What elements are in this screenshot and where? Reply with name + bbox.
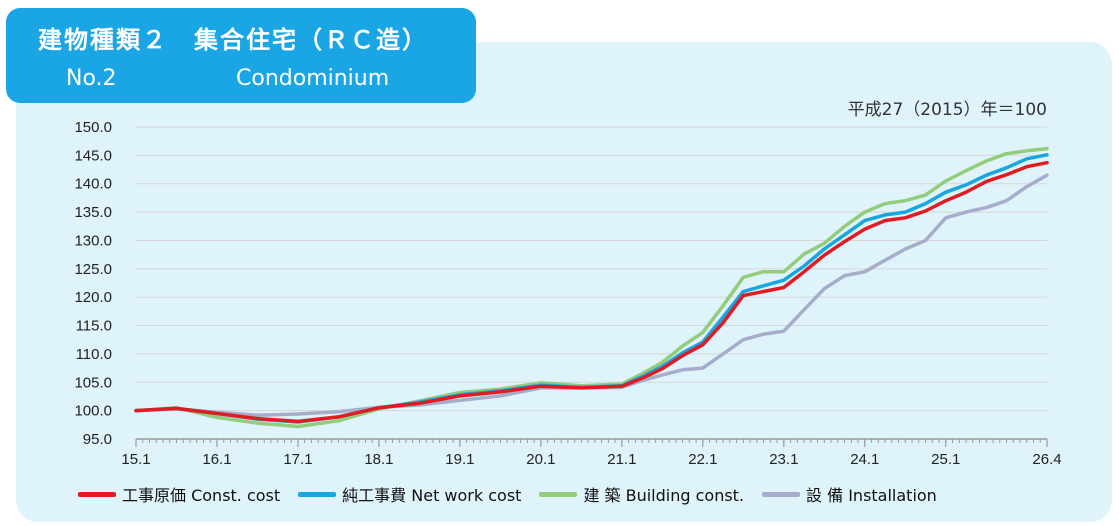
legend-label-network: 純工事費 Net work cost (342, 486, 522, 505)
y-tick-label: 105.0 (74, 374, 112, 391)
chart-subtitle-row: No.2 Condominium (66, 66, 389, 91)
chart-title-jp: 建物種類２ 集合住宅（ＲＣ造） (38, 26, 428, 54)
base-year-note: 平成27（2015）年＝100 (847, 100, 1047, 120)
y-tick-label: 125.0 (74, 261, 112, 278)
y-tick-label: 140.0 (74, 176, 112, 193)
y-tick-label: 100.0 (74, 403, 112, 420)
legend-swatch-building (539, 491, 578, 497)
legend-item-network: 純工事費 Net work cost (298, 482, 521, 506)
legend-item-construction: 工事原価 Const. cost (78, 482, 280, 506)
legend-item-installation: 設 備 Installation (762, 482, 937, 506)
legend-label-construction: 工事原価 Const. cost (122, 486, 281, 505)
y-tick-label: 145.0 (74, 147, 112, 164)
title-box: 建物種類２ 集合住宅（ＲＣ造） No.2 Condominium (6, 8, 476, 103)
x-tick-label: 20.1 (526, 451, 555, 468)
legend-swatch-installation (762, 491, 801, 497)
legend-swatch-construction (78, 491, 116, 497)
x-tick-label: 24.1 (850, 451, 879, 468)
y-tick-label: 95.0 (83, 431, 112, 448)
legend-item-building: 建 築 Building const. (539, 482, 744, 506)
x-tick-label: 16.1 (202, 451, 231, 468)
x-tick-label: 17.1 (283, 451, 312, 468)
legend-label-building: 建 築 Building const. (583, 486, 745, 505)
chart-number: No.2 (66, 66, 117, 91)
y-tick-label: 135.0 (74, 204, 112, 221)
x-tick-label: 25.1 (931, 451, 960, 468)
x-tick-label: 23.1 (769, 451, 798, 468)
x-tick-label: 19.1 (445, 451, 474, 468)
x-tick-label: 26.4 (1032, 451, 1061, 468)
series-line-installation (134, 173, 1049, 417)
x-tick-label: 22.1 (688, 451, 717, 468)
x-tick-label: 15.1 (121, 451, 150, 468)
x-tick-label: 21.1 (607, 451, 636, 468)
y-tick-label: 130.0 (74, 232, 112, 249)
chart-panel (16, 42, 1112, 522)
y-tick-label: 110.0 (76, 346, 112, 363)
chart-subtitle: Condominium (236, 66, 390, 91)
series-line-construction (134, 160, 1049, 424)
y-tick-label: 115.0 (76, 318, 112, 335)
y-tick-label: 150.0 (74, 119, 112, 136)
legend-swatch-network (298, 491, 337, 497)
legend: 工事原価 Const. cost 純工事費 Net work cost 建 築 … (78, 482, 955, 506)
x-tick-label: 18.1 (364, 451, 393, 468)
y-tick-label: 120.0 (74, 289, 112, 306)
legend-label-installation: 設 備 Installation (806, 486, 937, 505)
series-line-building (134, 146, 1049, 429)
